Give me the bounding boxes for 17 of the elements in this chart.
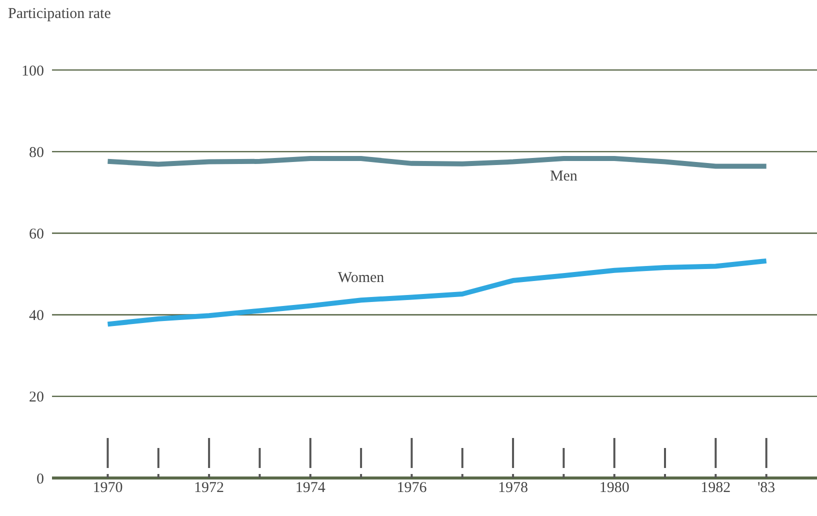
x-tick-label: 1976 (396, 480, 428, 496)
x-tick-label: 1970 (92, 480, 123, 496)
x-tick-label: 1980 (599, 480, 630, 496)
x-tick-label: '83 (757, 480, 776, 496)
y-tick-label: 0 (36, 471, 44, 488)
x-tick-label: 1982 (700, 480, 731, 496)
y-tick-label: 60 (29, 226, 44, 243)
x-tick-label: 1972 (194, 480, 224, 496)
series-label: Women (338, 270, 385, 286)
y-tick-label: 80 (29, 144, 44, 161)
series-label: Men (550, 168, 578, 185)
y-axis-title: Participation rate (8, 5, 112, 24)
y-tick-label: 100 (22, 63, 44, 80)
x-tick-label: 1978 (498, 480, 528, 496)
x-tick-label: 1974 (295, 480, 326, 496)
y-tick-label: 20 (29, 390, 44, 406)
y-tick-label: 40 (29, 308, 44, 324)
